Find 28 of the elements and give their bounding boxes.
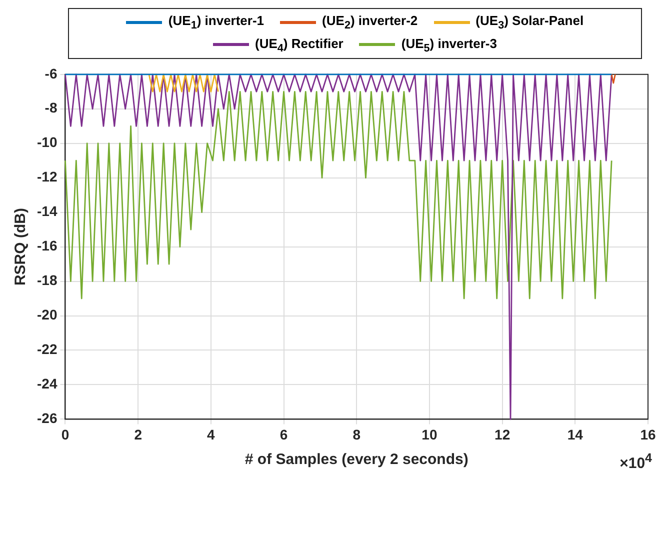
y-tick-label: -26	[37, 410, 58, 426]
x-tick-label: 8	[352, 426, 361, 443]
y-tick-label: -10	[37, 134, 58, 150]
legend-label: (UE$_{1}$) inverter-1	[168, 13, 264, 32]
y-tick-label: -6	[44, 65, 58, 82]
legend-label: (UE$_{2}$) inverter-2	[322, 13, 418, 32]
x-tick-label: 6	[280, 426, 288, 443]
y-tick-label: -22	[37, 341, 58, 358]
x-tick-label: 14	[567, 426, 584, 443]
x-tick-label: 0	[61, 426, 70, 443]
y-axis-title: RSRQ (dB)	[12, 208, 30, 286]
x-tick-label: 4	[207, 426, 216, 443]
y-tick-label: -12	[37, 168, 58, 185]
y-tick-label: -18	[37, 272, 58, 288]
x-axis-title: # of Samples (every 2 seconds)	[244, 451, 468, 468]
y-tick-label: -8	[44, 100, 58, 116]
x-tick-label: 12	[494, 426, 510, 443]
text: ×10$^{4}$	[620, 451, 652, 472]
y-tick-label: -24	[37, 376, 58, 392]
x-tick-label: 16	[640, 426, 656, 443]
y-tick-label: -14	[37, 203, 58, 220]
legend-label: (UE$_{5}$) inverter-3	[401, 36, 497, 54]
x-tick-label: 2	[134, 426, 142, 443]
legend-label: (UE$_{4}$) Rectifier	[254, 36, 344, 54]
y-tick-label: -20	[37, 306, 58, 323]
legend-label: (UE$_{3}$) Solar-Panel	[476, 13, 584, 32]
y-tick-label: -16	[37, 238, 58, 254]
x-tick-label: 10	[422, 426, 438, 443]
